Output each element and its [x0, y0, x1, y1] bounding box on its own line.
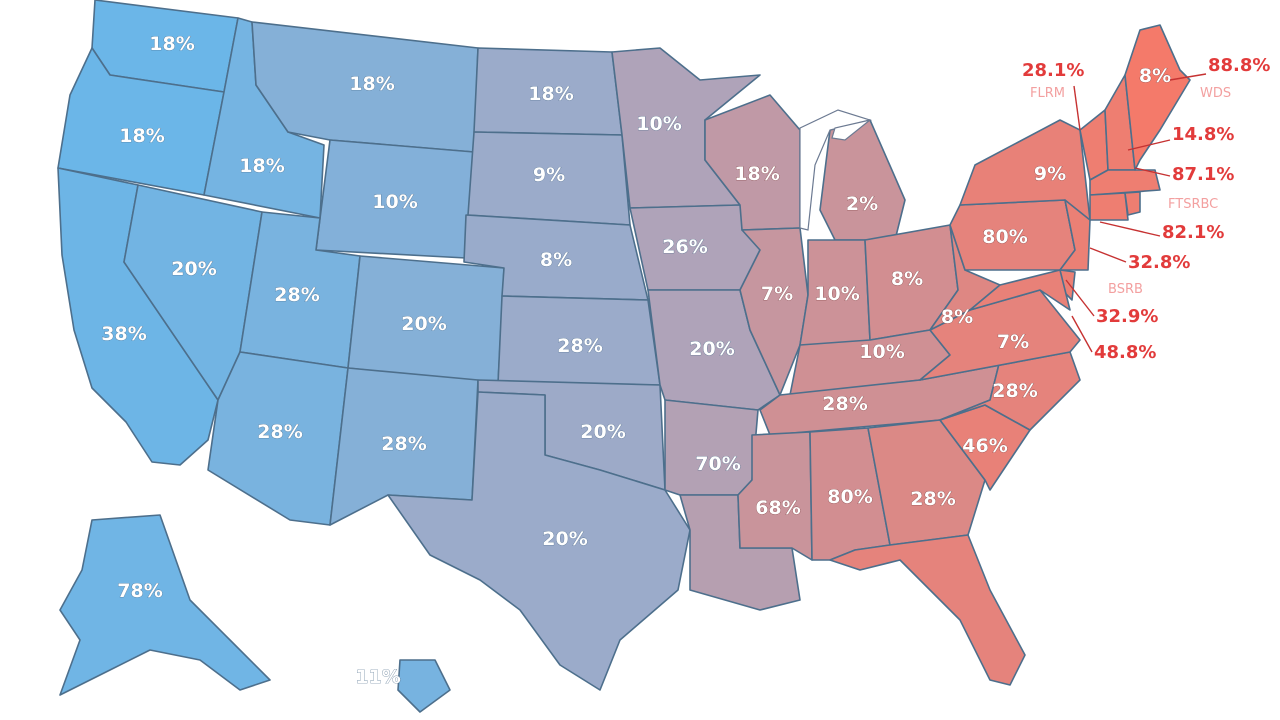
state-md — [969, 269, 1071, 311]
state-ma — [1089, 169, 1161, 196]
state-label-mt: 18% — [349, 73, 394, 95]
state-label-mi: 2% — [846, 193, 878, 215]
callout-leader-line — [1065, 279, 1095, 317]
callout-leader-line — [1071, 315, 1093, 353]
state-label-co: 20% — [401, 313, 446, 335]
state-label-wa: 18% — [149, 33, 194, 55]
state-label-az: 28% — [257, 421, 302, 443]
callout-leader-line — [1089, 247, 1127, 263]
state-label-wv: 8% — [941, 306, 973, 328]
state-me — [1124, 24, 1191, 171]
state-nj — [1059, 199, 1091, 271]
state-label-tn: 28% — [822, 393, 867, 415]
state-label-il: 7% — [761, 283, 793, 305]
state-label-va: 7% — [997, 331, 1029, 353]
state-label-ia: 26% — [662, 236, 707, 258]
callout-label: FLRM — [1030, 86, 1065, 101]
callout-label: 28.1% — [1022, 60, 1084, 81]
great-lake-0 — [799, 109, 873, 231]
state-label-hi: 11% — [355, 666, 400, 688]
state-label-or: 18% — [119, 125, 164, 147]
callout-label: 14.8% — [1172, 124, 1234, 145]
state-ct — [1089, 192, 1129, 221]
callout-leader-line — [1073, 85, 1081, 131]
state-label-nv: 20% — [171, 258, 216, 280]
state-ga — [867, 419, 986, 546]
state-label-ms: 68% — [755, 497, 800, 519]
state-label-ks: 28% — [557, 335, 602, 357]
state-label-ny: 9% — [1034, 163, 1066, 185]
state-label-al: 80% — [827, 486, 872, 508]
state-label-ok: 20% — [580, 421, 625, 443]
callout-label: BSRB — [1108, 282, 1143, 297]
state-hi — [397, 659, 451, 713]
callout-label: 32.8% — [1128, 252, 1190, 273]
state-label-oh: 8% — [891, 268, 923, 290]
state-label-ar: 70% — [695, 453, 740, 475]
callout-label: 88.8% — [1208, 55, 1270, 76]
state-label-mo: 20% — [689, 338, 734, 360]
state-label-ca: 38% — [101, 323, 146, 345]
state-label-pa: 80% — [982, 226, 1027, 248]
state-ar — [664, 399, 759, 496]
callout-label: 82.1% — [1162, 222, 1224, 243]
callout-label: 87.1% — [1172, 164, 1234, 185]
state-tx — [387, 391, 691, 691]
state-label-nc: 28% — [992, 380, 1037, 402]
state-label-tx: 20% — [542, 528, 587, 550]
state-label-wi: 18% — [734, 163, 779, 185]
state-label-id: 18% — [239, 155, 284, 177]
callout-leader-line — [1134, 167, 1171, 177]
state-label-ga: 28% — [910, 488, 955, 510]
state-label-sc: 46% — [962, 435, 1007, 457]
callout-leader-line — [1127, 139, 1171, 151]
callout-leader-line — [1169, 73, 1207, 81]
state-label-in: 10% — [814, 283, 859, 305]
state-label-wy: 10% — [372, 191, 417, 213]
state-label-ky: 10% — [859, 341, 904, 363]
callout-label: 32.9% — [1096, 306, 1158, 327]
state-label-ut: 28% — [274, 284, 319, 306]
state-label-nm: 28% — [381, 433, 426, 455]
state-label-me: 8% — [1139, 65, 1171, 87]
callout-label: FTSRBC — [1168, 197, 1218, 212]
state-label-nd: 18% — [528, 83, 573, 105]
state-label-ak: 78% — [117, 580, 162, 602]
callout-label: 48.8% — [1094, 342, 1156, 363]
great-lake-1 — [831, 119, 871, 141]
state-ri — [1124, 191, 1141, 216]
state-fl — [829, 534, 1026, 686]
state-label-ne: 8% — [540, 249, 572, 271]
state-ak — [59, 514, 271, 696]
state-label-mn: 10% — [636, 113, 681, 135]
state-label-sd: 9% — [533, 164, 565, 186]
callout-leader-line — [1099, 221, 1161, 237]
callout-label: WDS — [1200, 86, 1231, 101]
